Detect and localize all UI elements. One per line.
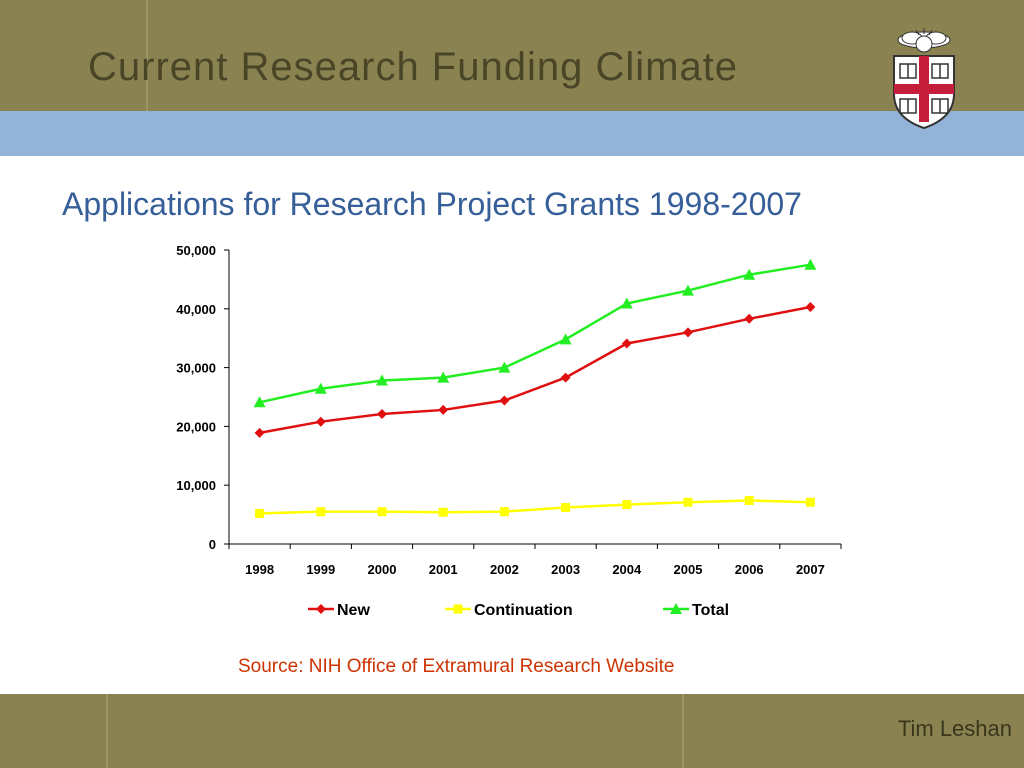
data-point-new: [805, 302, 816, 313]
legend-marker-total: [670, 603, 682, 614]
data-point-new: [254, 427, 265, 438]
data-point-continuation: [683, 497, 693, 507]
header-divider: [146, 0, 148, 111]
slide-title: Current Research Funding Climate: [88, 45, 739, 89]
data-point-new: [683, 327, 693, 338]
data-point-continuation: [255, 508, 265, 518]
book-icon: [899, 63, 949, 114]
data-point-new: [499, 395, 510, 406]
data-point-total: [559, 333, 572, 345]
data-point-continuation: [622, 500, 632, 510]
x-tick-label: 2002: [490, 562, 519, 577]
data-point-continuation: [438, 507, 448, 517]
data-point-new: [315, 416, 326, 427]
x-tick-label: 2001: [429, 562, 458, 577]
legend-label-total: Total: [692, 602, 729, 619]
university-shield-logo: [893, 28, 955, 130]
footer-bar: [0, 694, 1024, 768]
data-point-continuation: [377, 507, 387, 517]
line-chart: 0 10,000 20,000 30,000 40,000 50,000 1998 1999 2…: [176, 243, 842, 619]
legend-marker-continuation: [453, 604, 463, 614]
data-point-continuation: [805, 497, 815, 507]
legend-label-new: New: [337, 602, 370, 619]
data-point-new: [621, 338, 632, 349]
data-point-continuation: [561, 503, 571, 513]
footer-author: Tim Leshan: [897, 716, 1012, 741]
data-point-new: [560, 372, 571, 383]
data-point-total: [620, 297, 633, 309]
x-tick-label: 2003: [551, 562, 580, 577]
legend-label-continuation: Continuation: [474, 602, 573, 619]
header-bar: [0, 0, 1024, 111]
data-point-total: [804, 258, 817, 270]
data-point-new: [438, 404, 449, 415]
x-tick-label: 2000: [368, 562, 397, 577]
y-tick-label: 20,000: [176, 419, 216, 434]
data-point-total: [253, 396, 266, 408]
data-point-total: [437, 371, 450, 383]
x-tick-label: 1998: [245, 562, 274, 577]
accent-band: [0, 111, 1024, 156]
source-note: Source: NIH Office of Extramural Researc…: [238, 656, 675, 677]
footer-divider: [106, 694, 108, 768]
y-tick-label: 0: [209, 537, 216, 552]
y-tick-label: 50,000: [176, 243, 216, 258]
series-line-total: [259, 263, 811, 404]
data-point-continuation: [744, 495, 754, 505]
data-point-total: [314, 382, 327, 394]
data-point-total: [743, 268, 756, 280]
x-tick-label: 1999: [306, 562, 335, 577]
data-point-total: [498, 361, 511, 373]
x-tick-label: 2004: [612, 562, 642, 577]
chart-title: Applications for Research Project Grants…: [62, 186, 802, 222]
data-point-continuation: [499, 507, 509, 517]
x-tick-label: 2006: [735, 562, 764, 577]
y-tick-label: 30,000: [176, 361, 216, 376]
sun-icon: [897, 28, 951, 53]
data-point-continuation: [316, 507, 326, 517]
x-tick-label: 2007: [796, 562, 825, 577]
data-point-new: [377, 409, 387, 420]
series-line-new: [259, 305, 811, 435]
data-point-total: [376, 374, 388, 386]
data-point-new: [744, 313, 755, 324]
y-tick-label: 40,000: [176, 302, 216, 317]
x-tick-label: 2005: [674, 562, 703, 577]
legend-marker-new: [316, 604, 326, 614]
footer-divider: [682, 694, 684, 768]
data-point-total: [682, 284, 694, 296]
series-line-continuation: [259, 499, 811, 515]
y-tick-label: 10,000: [176, 478, 216, 493]
